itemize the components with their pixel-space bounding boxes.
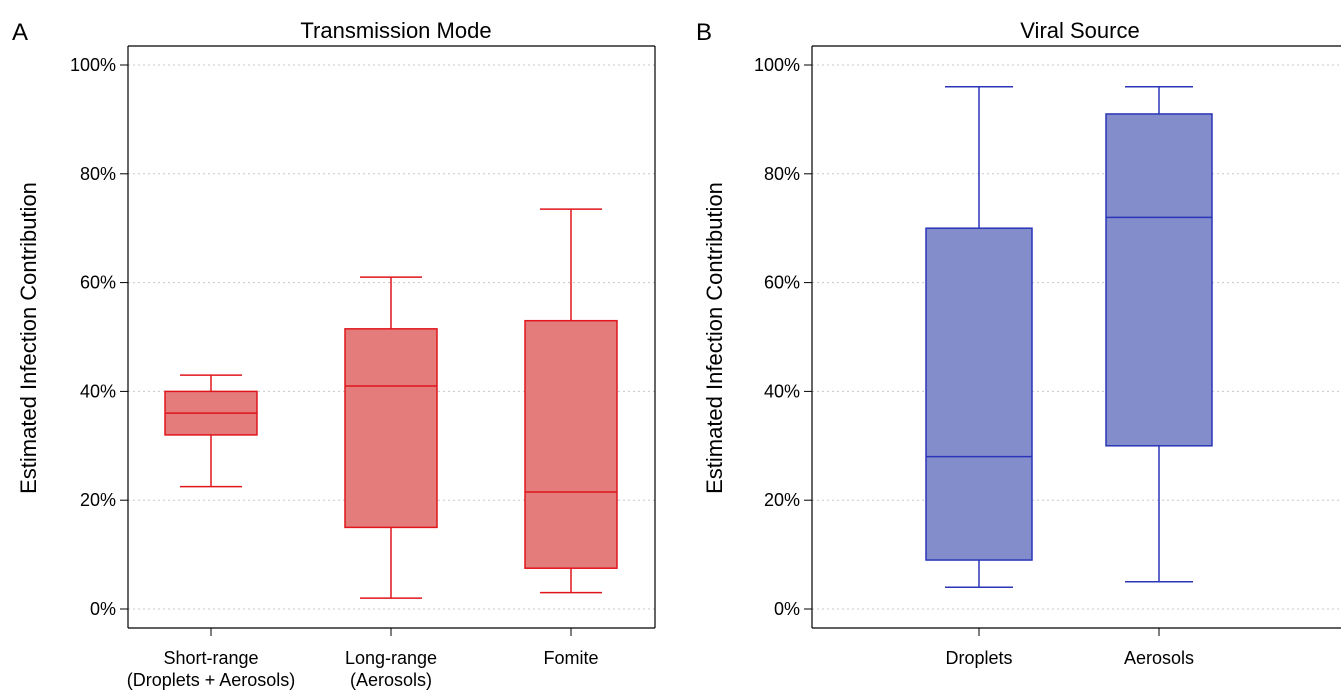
x-tick-label: Long-range bbox=[345, 648, 437, 668]
panel-letter: A bbox=[12, 19, 28, 46]
box-plot-0 bbox=[164, 374, 258, 488]
x-tick-label: Droplets bbox=[945, 648, 1012, 668]
x-tick-label-line2: (Droplets + Aerosols) bbox=[127, 670, 296, 690]
y-tick-label: 80% bbox=[80, 164, 116, 184]
chart-title: Transmission Mode bbox=[300, 18, 491, 43]
x-tick-label-line2: (Aerosols) bbox=[350, 670, 432, 690]
panel-b: B Viral Source Estimated Infection Contr… bbox=[696, 18, 1341, 668]
y-tick-label: 40% bbox=[80, 381, 116, 401]
x-tick-label: Fomite bbox=[543, 648, 598, 668]
y-axis-label: Estimated Infection Contribution bbox=[16, 182, 41, 494]
y-tick-label: 0% bbox=[774, 599, 800, 619]
panel-a: A Transmission Mode Estimated Infection … bbox=[12, 18, 656, 690]
y-tick-label: 20% bbox=[80, 490, 116, 510]
box-plot-0 bbox=[925, 86, 1033, 588]
y-tick-label: 0% bbox=[90, 599, 116, 619]
y-tick-label: 20% bbox=[764, 490, 800, 510]
iqr-box bbox=[344, 328, 438, 529]
y-tick-label: 80% bbox=[764, 164, 800, 184]
chart-title: Viral Source bbox=[1020, 18, 1139, 43]
iqr-box bbox=[925, 227, 1033, 561]
x-tick-label: Short-range bbox=[163, 648, 258, 668]
y-tick-label: 60% bbox=[764, 273, 800, 293]
box-plot-1 bbox=[1105, 86, 1213, 583]
y-tick-label: 100% bbox=[754, 55, 800, 75]
iqr-box bbox=[1105, 113, 1213, 447]
y-tick-label: 100% bbox=[70, 55, 116, 75]
y-tick-label: 40% bbox=[764, 381, 800, 401]
box-plot-2 bbox=[524, 208, 618, 594]
x-tick-label: Aerosols bbox=[1124, 648, 1194, 668]
y-axis-label: Estimated Infection Contribution bbox=[702, 182, 727, 494]
box-plot-1 bbox=[344, 276, 438, 599]
panel-letter: B bbox=[696, 19, 712, 46]
iqr-box bbox=[524, 319, 618, 569]
y-tick-label: 60% bbox=[80, 273, 116, 293]
